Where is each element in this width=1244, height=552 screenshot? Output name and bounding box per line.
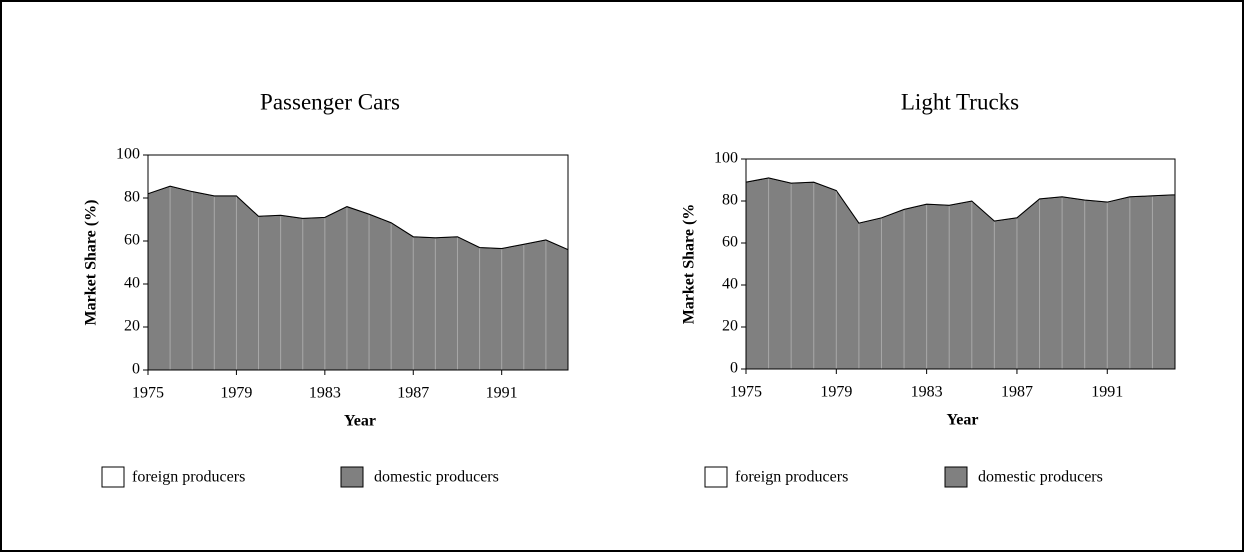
y-tick-label: 100 xyxy=(714,150,738,167)
y-tick-label: 60 xyxy=(722,234,738,251)
y-tick-label: 0 xyxy=(132,361,140,378)
y-tick-label: 0 xyxy=(730,360,738,377)
legend-label: foreign producers xyxy=(132,469,245,486)
x-tick-label: 1979 xyxy=(820,384,852,401)
plot-frame xyxy=(147,154,569,371)
y-tick-label: 80 xyxy=(124,189,140,206)
x-tick-label: 1983 xyxy=(309,385,341,402)
legend-swatch xyxy=(704,466,728,488)
legend-swatch xyxy=(101,466,125,488)
x-axis-label: Year xyxy=(947,412,979,429)
legend-label: domestic producers xyxy=(374,469,499,486)
chart-title: Passenger Cars xyxy=(260,89,400,114)
x-tick-label: 1991 xyxy=(1091,384,1123,401)
x-tick-label: 1987 xyxy=(397,385,429,402)
legend-swatch xyxy=(340,466,364,488)
y-tick-label: 40 xyxy=(124,275,140,292)
area xyxy=(745,177,1176,370)
y-tick-label: 60 xyxy=(124,232,140,249)
y-axis-label: Market Share (%) xyxy=(83,200,100,326)
y-axis-label: Market Share (% xyxy=(681,204,698,325)
y-tick-label: 100 xyxy=(116,146,140,163)
legend-label: foreign producers xyxy=(735,469,848,486)
x-tick-label: 1983 xyxy=(911,384,943,401)
x-tick-label: 1975 xyxy=(132,385,164,402)
chart-title: Light Trucks xyxy=(901,89,1019,114)
y-tick-label: 80 xyxy=(722,192,738,209)
plot-frame xyxy=(745,158,1176,370)
legend-label: domestic producers xyxy=(978,469,1103,486)
x-tick-label: 1979 xyxy=(220,385,252,402)
y-tick-label: 20 xyxy=(722,318,738,335)
x-tick-label: 1975 xyxy=(730,384,762,401)
y-tick-label: 20 xyxy=(124,318,140,335)
x-axis-label: Year xyxy=(344,413,376,430)
x-tick-label: 1987 xyxy=(1001,384,1033,401)
legend-swatch xyxy=(944,466,968,488)
y-tick-label: 40 xyxy=(722,276,738,293)
x-tick-label: 1991 xyxy=(486,385,518,402)
